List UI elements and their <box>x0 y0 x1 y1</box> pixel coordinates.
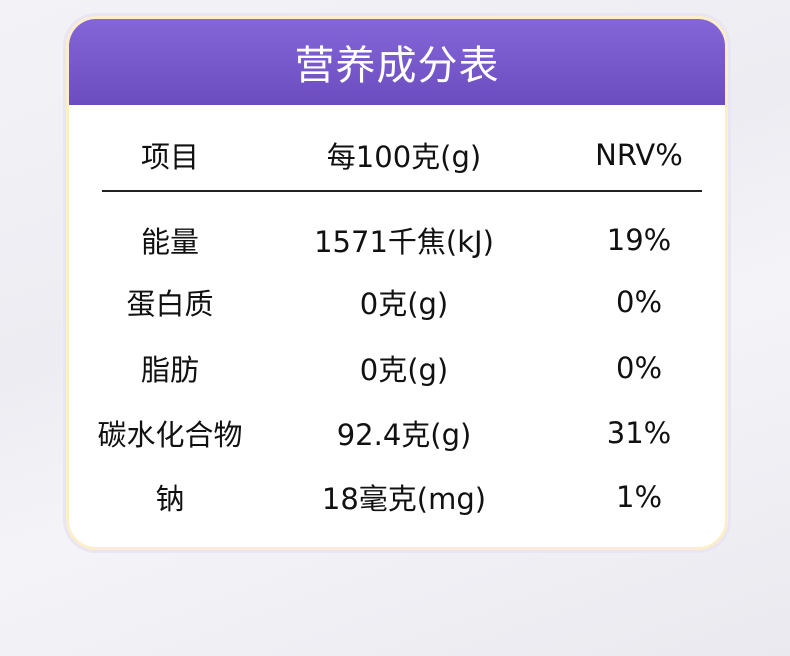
nrv-percent: 31% <box>606 416 672 450</box>
table-row: 钠 18毫克(mg) 1% <box>69 472 725 522</box>
nrv-percent: 0% <box>615 351 663 385</box>
table-row: 碳水化合物 92.4克(g) 31% <box>69 408 725 458</box>
table-title: 营养成分表 <box>69 19 725 105</box>
nutrient-name: 碳水化合物 <box>97 418 243 452</box>
nutrition-table-card: 营养成分表 项目 每100克(g) NRV% 能量 1571千焦(kJ) 19% 蛋白… <box>66 16 728 550</box>
nutrient-name: 能量 <box>140 225 200 259</box>
column-header-nrv: NRV% <box>595 138 683 172</box>
header-divider <box>102 190 702 192</box>
table-row: 能量 1571千焦(kJ) 19% <box>69 215 725 265</box>
amount-per-100g: 0克(g) <box>359 287 449 321</box>
column-header-per100g: 每100克(g) <box>326 140 482 174</box>
amount-per-100g: 92.4克(g) <box>336 418 472 452</box>
amount-per-100g: 18毫克(mg) <box>321 482 487 516</box>
nrv-percent: 19% <box>606 223 672 257</box>
nutrient-name: 蛋白质 <box>126 287 214 321</box>
nutrient-name: 脂肪 <box>140 353 200 387</box>
amount-per-100g: 0克(g) <box>359 353 449 387</box>
amount-per-100g: 1571千焦(kJ) <box>314 225 494 259</box>
table-header-row: 项目 每100克(g) NRV% <box>69 130 725 180</box>
nrv-percent: 0% <box>615 285 663 319</box>
column-header-item: 项目 <box>140 140 200 174</box>
nutrient-name: 钠 <box>155 482 185 516</box>
table-row: 蛋白质 0克(g) 0% <box>69 277 725 327</box>
table-row: 脂肪 0克(g) 0% <box>69 343 725 393</box>
nrv-percent: 1% <box>615 480 663 514</box>
